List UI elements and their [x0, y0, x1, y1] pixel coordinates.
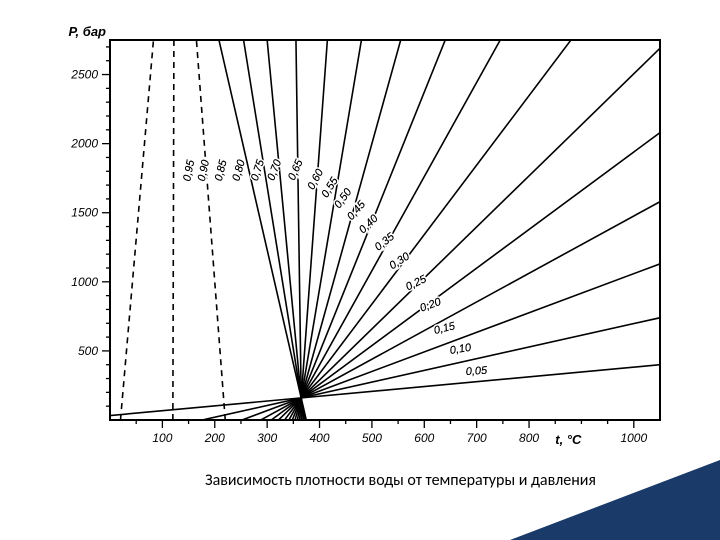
- svg-text:600: 600: [414, 431, 434, 445]
- svg-text:0,30: 0,30: [387, 250, 412, 272]
- svg-text:0,65: 0,65: [286, 157, 306, 182]
- svg-text:400: 400: [310, 431, 330, 445]
- svg-text:300: 300: [257, 431, 277, 445]
- svg-text:0,20: 0,20: [418, 296, 443, 315]
- corner-decoration: [510, 460, 720, 540]
- density-chart: 100 200 300 400 500 600 700 800 1000 t, °C 500 1000…: [40, 20, 680, 460]
- svg-text:2000: 2000: [70, 137, 98, 151]
- svg-text:P, бар: P, бар: [69, 24, 106, 39]
- svg-text:500: 500: [362, 431, 382, 445]
- svg-text:800: 800: [519, 431, 539, 445]
- svg-text:1500: 1500: [71, 206, 98, 220]
- svg-text:0,15: 0,15: [433, 320, 458, 337]
- svg-text:0,40: 0,40: [357, 212, 381, 236]
- svg-text:700: 700: [467, 431, 487, 445]
- svg-text:0,70: 0,70: [265, 157, 284, 182]
- svg-text:0,80: 0,80: [230, 158, 248, 183]
- svg-text:200: 200: [204, 431, 225, 445]
- svg-text:t, °C: t, °C: [555, 432, 582, 447]
- svg-text:0,10: 0,10: [449, 342, 473, 357]
- svg-text:0,95: 0,95: [181, 158, 197, 182]
- svg-text:0,05: 0,05: [465, 365, 488, 379]
- svg-text:0,85: 0,85: [213, 158, 230, 183]
- svg-text:1000: 1000: [71, 275, 98, 289]
- svg-text:1000: 1000: [620, 431, 647, 445]
- svg-text:0,90: 0,90: [196, 158, 212, 182]
- svg-text:2500: 2500: [70, 68, 98, 82]
- svg-text:500: 500: [78, 344, 98, 358]
- svg-text:100: 100: [152, 431, 172, 445]
- svg-text:0,35: 0,35: [373, 230, 398, 253]
- chart-svg: 100 200 300 400 500 600 700 800 1000 t, °C 500 1000…: [40, 20, 680, 460]
